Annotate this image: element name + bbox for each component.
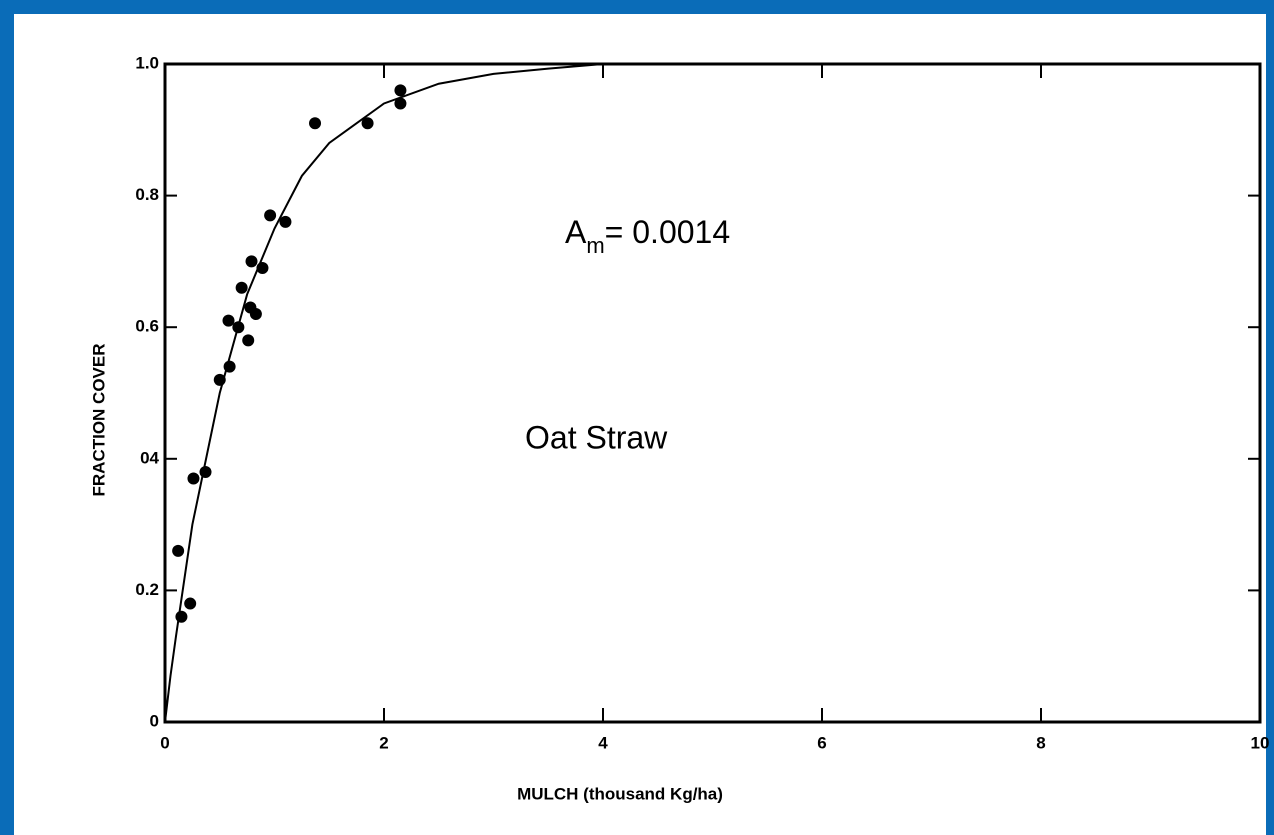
point [175,610,188,623]
series-label: Oat Straw [525,419,668,455]
x-tick-label: 2 [379,733,388,752]
point [199,465,212,478]
x-axis-label: MULCH (thousand Kg/ha) [517,784,723,803]
point [213,373,226,386]
point [245,255,258,268]
point [172,544,185,557]
x-tick-label: 8 [1036,733,1045,752]
frame-left [0,0,14,835]
point [249,308,262,321]
annotation-base: A [565,214,587,250]
point [232,321,245,334]
point [264,209,277,222]
y-tick-label: 0.8 [135,185,159,204]
y-tick-label: 0.6 [135,317,159,336]
y-tick-label: 04 [140,448,159,467]
y-tick-label: 0 [150,711,159,730]
y-axis-label: FRACTION COVER [89,344,108,497]
point [235,281,248,294]
fit-curve [164,63,1260,723]
point [256,261,269,274]
point [361,117,374,130]
point [394,97,407,110]
y-tick-label: 1.0 [135,53,159,72]
x-tick-label: 10 [1251,733,1270,752]
x-tick-label: 0 [160,733,169,752]
x-tick-label: 6 [817,733,826,752]
annotation-text: = 0.0014 [605,214,730,250]
annotation-subscript: m [586,233,604,258]
point [394,84,407,97]
point [187,472,200,485]
annotation: Am= 0.0014 [565,214,730,257]
point [222,314,235,327]
x-tick-label: 4 [598,733,608,752]
point [309,117,322,130]
frame-top [0,0,1274,14]
plot-frame [163,62,1262,724]
point [279,215,292,228]
frame-right [1266,0,1274,835]
point [242,334,255,347]
y-tick-label: 0.2 [135,580,159,599]
point [184,597,197,610]
point [223,360,236,373]
